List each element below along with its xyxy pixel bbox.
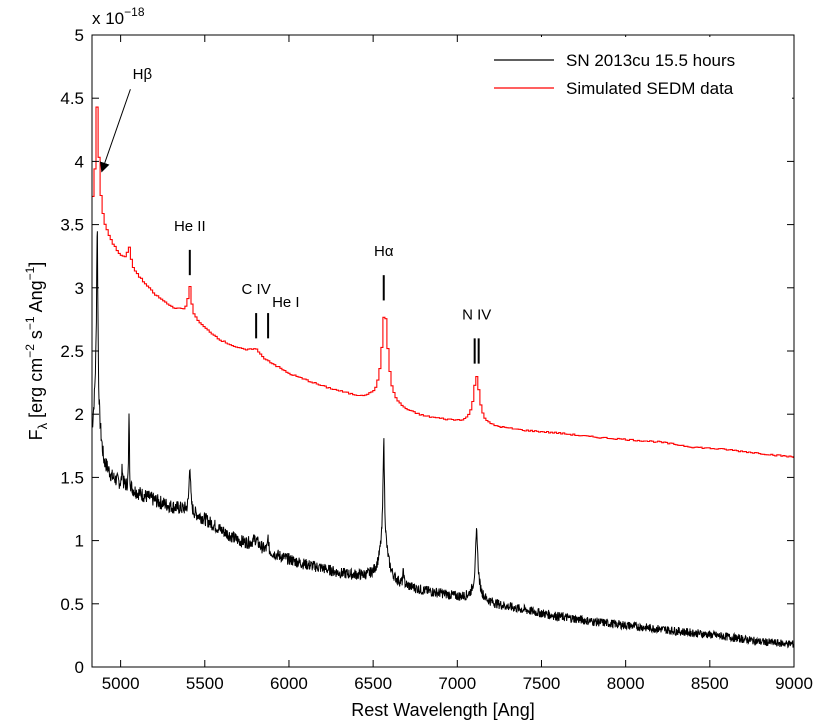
tick-layer: 5000 5500 6000 6500 7000 7500 8000 8500 9000 0 0.5… <box>60 26 813 693</box>
y-tick-label: 2 <box>75 405 84 424</box>
y-axis-label: Fλ [erg cm−2 s−1 Ang−1] <box>23 262 50 441</box>
x-tick-label: 7500 <box>523 674 561 693</box>
y-tick-label: 4 <box>75 152 84 171</box>
annotation-label: N IV <box>462 306 491 323</box>
series-line-simulated <box>92 106 794 458</box>
x-axis-label: Rest Wavelength [Ang] <box>351 700 534 720</box>
y-tick-label: 0.5 <box>60 595 84 614</box>
y-tick-label: 1.5 <box>60 468 84 487</box>
x-tick-label: 6000 <box>270 674 308 693</box>
y-tick-label: 3 <box>75 279 84 298</box>
x-tick-label: 9000 <box>775 674 813 693</box>
y-tick-label: 0 <box>75 658 84 677</box>
annotation-arrow <box>100 89 131 173</box>
legend-box <box>486 37 792 105</box>
annotation-label: C IV <box>242 281 271 298</box>
y-tick-label: 3.5 <box>60 216 84 235</box>
x-tick-label: 8500 <box>691 674 729 693</box>
x-tick-label: 5500 <box>186 674 224 693</box>
annotation-label: Hβ <box>133 66 153 83</box>
x-tick-label: 8000 <box>607 674 645 693</box>
annotation-label: He I <box>272 294 300 311</box>
legend-label-simulated: Simulated SEDM data <box>566 79 734 98</box>
x-tick-label: 6500 <box>354 674 392 693</box>
annotation-label: He II <box>174 218 206 235</box>
x-tick-label: 7000 <box>438 674 476 693</box>
y-tick-label: 5 <box>75 26 84 45</box>
series-layer <box>92 106 794 649</box>
y-tick-label: 2.5 <box>60 342 84 361</box>
legend-label-observed: SN 2013cu 15.5 hours <box>566 51 735 70</box>
series-line-observed <box>92 231 794 649</box>
y-tick-label: 1 <box>75 532 84 551</box>
legend: SN 2013cu 15.5 hours Simulated SEDM data <box>486 37 792 105</box>
annotation-label: Hα <box>374 243 394 260</box>
y-tick-label: 4.5 <box>60 89 84 108</box>
x-tick-label: 5000 <box>102 674 140 693</box>
y-exponent-label: x 10−18 <box>92 5 145 28</box>
